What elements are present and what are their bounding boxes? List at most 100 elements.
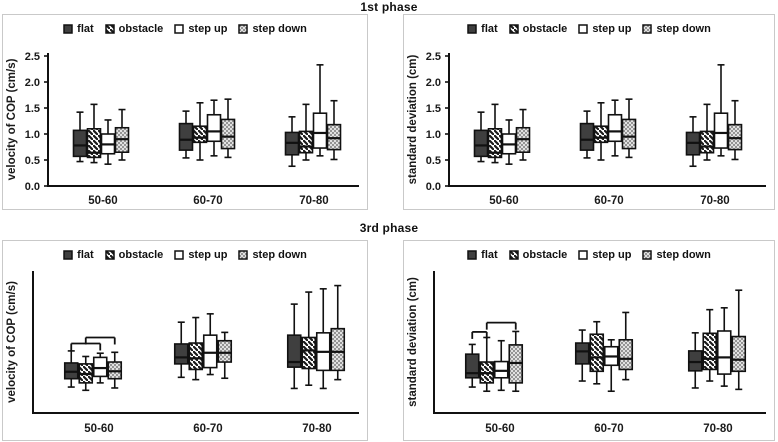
box-step-down-50-60 xyxy=(114,108,130,161)
iqr-box xyxy=(716,330,732,375)
box-step-up-60-70 xyxy=(206,99,222,157)
box-step-up-50-60 xyxy=(501,119,517,165)
box-obstacle-70-80 xyxy=(298,103,314,161)
box-obstacle-70-80 xyxy=(702,308,718,382)
iqr-box xyxy=(618,338,634,371)
box-step-down-50-60 xyxy=(515,108,531,161)
x-category-label: 50-60 xyxy=(88,195,117,207)
x-category-label: 50-60 xyxy=(489,195,518,207)
iqr-box xyxy=(699,130,715,154)
panel-stddev-1st-phase: flat obstacle step up step down 0.0 0.5 1.0 1.5… xyxy=(403,14,775,210)
iqr-box xyxy=(493,360,509,379)
panel-stddev-3rd-phase: flat obstacle step up step down standard dev… xyxy=(403,240,775,441)
box-step-up-60-70 xyxy=(603,338,619,393)
box-obstacle-60-70 xyxy=(188,316,204,381)
box-obstacle-50-60 xyxy=(479,336,495,393)
iqr-box xyxy=(192,125,208,144)
box-step-down-50-60 xyxy=(107,351,123,389)
iqr-box xyxy=(178,122,194,151)
y-tick-label: 0.5 xyxy=(25,155,40,167)
box-step-down-70-80 xyxy=(727,99,743,161)
y-axis-label: velocity of COP (cm/s) xyxy=(6,58,18,180)
iqr-box xyxy=(202,334,218,369)
x-category-label: 70-80 xyxy=(703,423,732,435)
iqr-box xyxy=(574,342,590,365)
iqr-box xyxy=(713,112,729,149)
box-step-down-60-70 xyxy=(220,98,236,159)
box-obstacle-50-60 xyxy=(487,103,503,164)
box-step-down-70-80 xyxy=(326,99,342,161)
iqr-box xyxy=(579,122,595,151)
iqr-box xyxy=(301,336,317,370)
box-flat-60-70 xyxy=(178,110,194,159)
box-step-down-60-70 xyxy=(217,331,233,380)
box-flat-60-70 xyxy=(579,110,595,159)
x-category-label: 70-80 xyxy=(299,195,328,207)
iqr-box xyxy=(173,343,189,365)
iqr-box xyxy=(206,113,222,143)
iqr-box xyxy=(464,353,480,379)
box-step-up-50-60 xyxy=(493,339,509,392)
box-obstacle-60-70 xyxy=(593,102,609,161)
significance-bracket xyxy=(485,321,517,330)
box-flat-70-80 xyxy=(286,303,302,390)
box-obstacle-60-70 xyxy=(192,102,208,161)
y-tick-label: 2.0 xyxy=(426,77,441,89)
box-step-down-50-60 xyxy=(508,330,524,393)
box-flat-60-70 xyxy=(574,329,590,382)
iqr-box xyxy=(687,350,703,372)
box-flat-70-80 xyxy=(284,116,300,168)
box-obstacle-70-80 xyxy=(699,103,715,161)
iqr-box xyxy=(589,333,605,373)
iqr-box xyxy=(593,125,609,144)
box-flat-70-80 xyxy=(687,332,703,389)
x-category-label: 60-70 xyxy=(594,195,623,207)
box-flat-50-60 xyxy=(464,343,480,388)
y-axis-label: velocity of COP (cm/s) xyxy=(6,281,18,403)
iqr-box xyxy=(188,342,204,371)
significance-bracket xyxy=(471,331,488,339)
iqr-box xyxy=(607,113,623,143)
iqr-box xyxy=(473,129,489,158)
iqr-box xyxy=(298,130,314,154)
x-category-label: 70-80 xyxy=(302,423,331,435)
significance-bracket xyxy=(84,336,116,345)
iqr-box xyxy=(286,334,302,368)
y-tick-label: 2.5 xyxy=(426,51,441,63)
iqr-box xyxy=(86,128,102,159)
y-tick-label: 1.5 xyxy=(25,103,40,115)
x-category-label: 60-70 xyxy=(193,423,222,435)
y-tick-label: 1.0 xyxy=(25,129,40,141)
y-tick-label: 0.0 xyxy=(426,181,441,193)
box-obstacle-50-60 xyxy=(78,355,94,392)
box-step-up-70-80 xyxy=(716,307,732,387)
panel-velocity-1st-phase: flat obstacle step up step down 0.0 0.5 1.0 1.5… xyxy=(2,14,368,210)
box-step-up-50-60 xyxy=(92,352,108,384)
y-tick-label: 1.0 xyxy=(426,129,441,141)
box-step-down-60-70 xyxy=(618,311,634,381)
iqr-box xyxy=(621,118,637,150)
box-step-down-60-70 xyxy=(621,98,637,159)
x-category-label: 70-80 xyxy=(700,195,729,207)
y-axis-label: standard deviation (cm) xyxy=(407,54,419,184)
box-step-up-50-60 xyxy=(100,119,116,165)
boxplot-canvas: 0.0 0.5 1.0 1.5 2.0 2.5 velocity of COP (cm/s)… xyxy=(6,51,359,207)
box-step-up-70-80 xyxy=(312,64,328,157)
iqr-box xyxy=(330,327,346,372)
x-category-label: 50-60 xyxy=(84,423,113,435)
y-tick-label: 2.5 xyxy=(25,51,40,63)
box-flat-50-60 xyxy=(72,111,88,163)
y-tick-label: 0.5 xyxy=(426,155,441,167)
box-obstacle-50-60 xyxy=(86,103,102,164)
box-step-down-70-80 xyxy=(330,284,346,381)
box-flat-50-60 xyxy=(63,350,79,388)
iqr-box xyxy=(72,129,88,158)
panel-velocity-3rd-phase: flat obstacle step up step down velocity of … xyxy=(2,240,368,441)
y-tick-label: 0.0 xyxy=(25,181,40,193)
row-title-3rd-phase: 3rd phase xyxy=(359,221,419,235)
boxplot-canvas: 0.0 0.5 1.0 1.5 2.0 2.5 standard deviation (cm… xyxy=(407,51,766,207)
x-category-label: 50-60 xyxy=(485,423,514,435)
box-step-up-70-80 xyxy=(315,288,331,390)
y-tick-label: 2.0 xyxy=(25,77,40,89)
